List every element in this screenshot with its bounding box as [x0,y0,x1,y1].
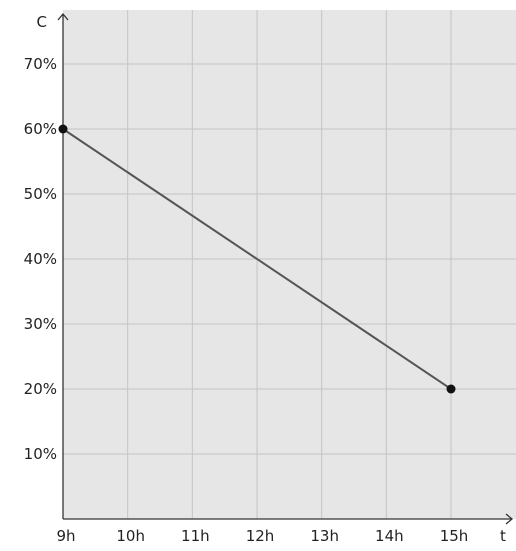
y-axis-arrow [57,12,69,21]
y-tick-label: 60% [24,120,57,138]
x-tick-label: 11h [181,527,210,545]
x-tick-label: 15h [440,527,469,545]
grid-lines [63,10,516,519]
x-tick-label: 12h [246,527,275,545]
y-tick-label: 10% [24,445,57,463]
y-axis-label: C [37,13,47,31]
series-layer [58,124,456,394]
axes [57,12,514,525]
data-point [58,124,68,134]
y-tick-label: 50% [24,185,57,203]
series-line [62,128,452,390]
x-axis-label: t [500,527,506,545]
x-tick-label: 13h [310,527,339,545]
x-tick-label: 10h [116,527,145,545]
y-tick-label: 20% [24,380,57,398]
x-tick-label: 14h [375,527,404,545]
tick-labels: 9h 10h 11h 12h 13h 14h 15h 10% 20% 30% 40% 50% 60% 70… [24,55,469,545]
x-tick-label: 9h [56,527,75,545]
y-tick-label: 70% [24,55,57,73]
y-tick-label: 40% [24,250,57,268]
data-point [446,384,456,394]
x-axis-arrow [505,513,514,525]
plot-background [63,10,516,519]
y-tick-label: 30% [24,315,57,333]
